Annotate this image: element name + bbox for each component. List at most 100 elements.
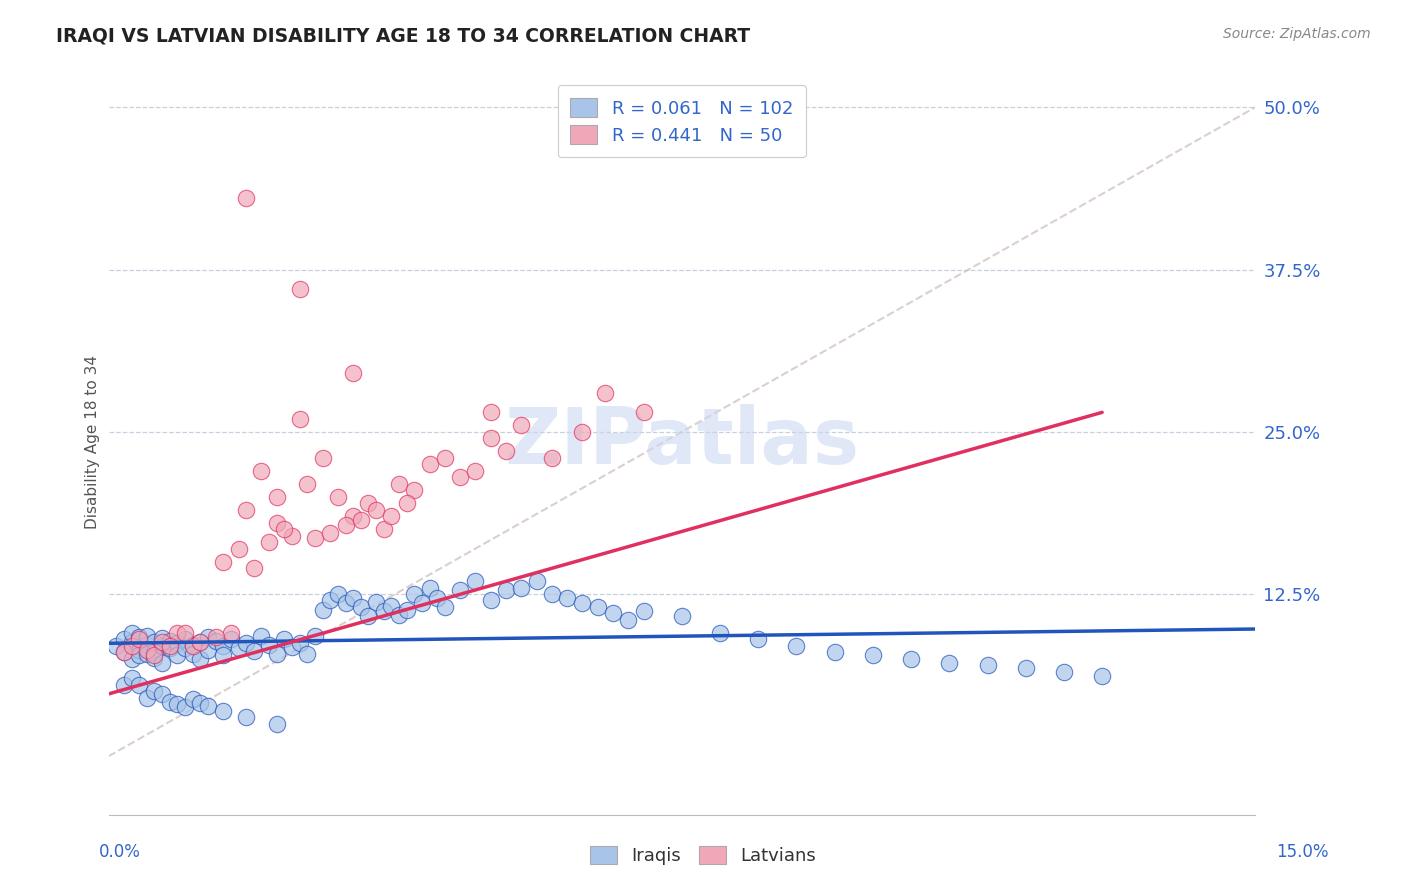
Point	[243, 644, 266, 658]
Point	[571, 596, 593, 610]
Point	[510, 418, 533, 433]
Point	[257, 638, 280, 652]
Point	[938, 656, 960, 670]
Point	[204, 630, 226, 644]
Point	[366, 595, 388, 609]
Point	[235, 191, 257, 205]
Point	[166, 636, 188, 650]
Point	[304, 628, 326, 642]
Point	[633, 604, 655, 618]
Point	[150, 635, 173, 649]
Point	[1015, 661, 1038, 675]
Point	[273, 632, 295, 647]
Text: ZIPatlas: ZIPatlas	[505, 403, 859, 480]
Point	[541, 587, 564, 601]
Point	[297, 476, 319, 491]
Point	[366, 502, 388, 516]
Point	[219, 632, 242, 647]
Point	[188, 635, 211, 649]
Point	[380, 509, 402, 524]
Point	[976, 658, 998, 673]
Point	[335, 518, 357, 533]
Point	[174, 626, 197, 640]
Point	[350, 513, 373, 527]
Point	[212, 648, 235, 662]
Legend: R = 0.061   N = 102, R = 0.441   N = 50: R = 0.061 N = 102, R = 0.441 N = 50	[558, 85, 806, 157]
Point	[862, 648, 884, 662]
Point	[433, 599, 456, 614]
Point	[395, 496, 418, 510]
Point	[785, 639, 807, 653]
Point	[595, 385, 617, 400]
Point	[671, 609, 693, 624]
Point	[586, 599, 609, 614]
Point	[228, 641, 250, 656]
Text: Source: ZipAtlas.com: Source: ZipAtlas.com	[1223, 27, 1371, 41]
Point	[404, 483, 426, 498]
Point	[150, 639, 173, 653]
Point	[342, 509, 364, 524]
Point	[235, 636, 257, 650]
Point	[188, 635, 211, 649]
Point	[250, 628, 273, 642]
Point	[197, 698, 219, 713]
Point	[541, 450, 564, 465]
Point	[121, 671, 143, 685]
Point	[112, 645, 135, 659]
Point	[159, 639, 181, 653]
Point	[342, 367, 364, 381]
Point	[335, 596, 357, 610]
Point	[181, 638, 204, 652]
Point	[212, 704, 235, 718]
Point	[150, 687, 173, 701]
Point	[181, 692, 204, 706]
Point	[479, 593, 502, 607]
Point	[404, 587, 426, 601]
Point	[188, 652, 211, 666]
Point	[297, 647, 319, 661]
Point	[900, 652, 922, 666]
Point	[311, 602, 333, 616]
Point	[824, 645, 846, 659]
Point	[495, 444, 517, 458]
Point	[166, 698, 188, 712]
Point	[495, 583, 517, 598]
Point	[395, 602, 418, 616]
Point	[181, 647, 204, 661]
Point	[135, 647, 157, 661]
Point	[121, 626, 143, 640]
Text: 15.0%: 15.0%	[1277, 843, 1329, 861]
Point	[633, 405, 655, 419]
Point	[159, 633, 181, 648]
Point	[250, 464, 273, 478]
Point	[135, 690, 157, 705]
Legend: Iraqis, Latvians: Iraqis, Latvians	[582, 838, 824, 872]
Point	[112, 645, 135, 659]
Point	[112, 632, 135, 647]
Point	[380, 599, 402, 613]
Point	[350, 599, 373, 614]
Point	[388, 607, 411, 622]
Point	[105, 639, 128, 653]
Point	[266, 516, 288, 530]
Text: 0.0%: 0.0%	[98, 843, 141, 861]
Point	[174, 632, 197, 647]
Point	[121, 639, 143, 653]
Text: IRAQI VS LATVIAN DISABILITY AGE 18 TO 34 CORRELATION CHART: IRAQI VS LATVIAN DISABILITY AGE 18 TO 34…	[56, 27, 751, 45]
Point	[135, 628, 157, 642]
Point	[128, 648, 150, 662]
Point	[709, 626, 731, 640]
Point	[373, 604, 395, 618]
Point	[121, 652, 143, 666]
Point	[449, 470, 471, 484]
Point	[212, 639, 235, 653]
Point	[143, 645, 166, 659]
Point	[288, 636, 311, 650]
Point	[128, 678, 150, 692]
Point	[419, 457, 441, 471]
Point	[411, 596, 433, 610]
Point	[571, 425, 593, 439]
Point	[433, 450, 456, 465]
Point	[555, 591, 578, 605]
Point	[143, 684, 166, 698]
